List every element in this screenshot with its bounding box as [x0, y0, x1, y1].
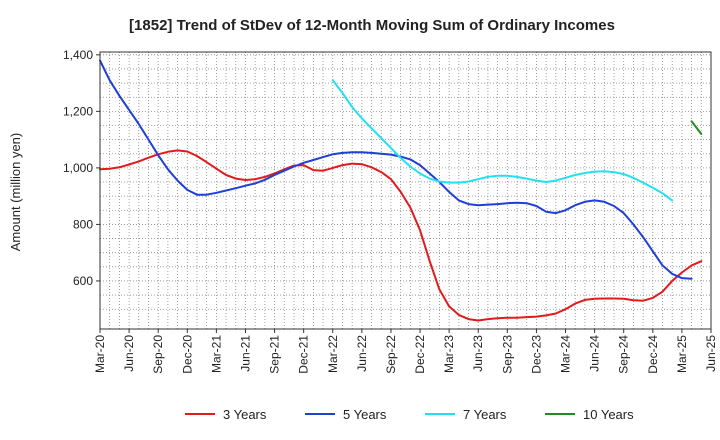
- x-tick-label: Jun-21: [238, 335, 252, 372]
- x-tick-label: Dec-22: [413, 335, 427, 374]
- plot-area-border: [99, 51, 712, 330]
- x-tick-label: Dec-20: [180, 335, 194, 374]
- x-tick-label: Mar-21: [209, 335, 223, 373]
- x-tick-label: Mar-20: [93, 335, 107, 373]
- x-tick-label: Dec-24: [646, 335, 660, 374]
- series-line-10-years: [690, 120, 703, 135]
- x-tick-label: Jun-25: [704, 335, 718, 372]
- legend-label-3-years: 3 Years: [223, 407, 267, 422]
- y-tick-label: 1,400: [63, 48, 93, 62]
- x-tick-label: Jun-22: [355, 335, 369, 372]
- legend-label-5-years: 5 Years: [343, 407, 387, 422]
- x-tick-label: Sep-20: [151, 335, 165, 374]
- series-line-5-years: [99, 59, 693, 280]
- y-tick-label: 1,200: [63, 104, 93, 118]
- x-tick-label: Sep-21: [268, 335, 282, 374]
- x-tick-label: Mar-25: [675, 335, 689, 373]
- x-tick-label: Dec-23: [529, 335, 543, 374]
- y-tick-label: 800: [73, 217, 93, 231]
- grid-lines: [99, 52, 712, 329]
- chart-title: [1852] Trend of StDev of 12-Month Moving…: [129, 17, 615, 34]
- series-line-3-years: [99, 149, 703, 322]
- x-tick-label: Jun-23: [471, 335, 485, 372]
- x-axis-ticks: Mar-20 Jun-20 Sep-20 Dec-20 Mar-21 Jun-21 Sep-…: [93, 329, 718, 374]
- x-tick-label: Mar-22: [326, 335, 340, 373]
- legend-label-7-years: 7 Years: [463, 407, 507, 422]
- x-tick-label: Jun-20: [122, 335, 136, 372]
- x-tick-label: Mar-23: [442, 335, 456, 373]
- x-tick-label: Mar-24: [559, 335, 573, 373]
- x-tick-label: Dec-21: [297, 335, 311, 374]
- y-axis-ticks: 600 800 1,000 1,200 1,400: [63, 48, 100, 288]
- legend: 3 Years 5 Years 7 Years 10 Years: [185, 407, 634, 422]
- x-tick-label: Sep-24: [617, 335, 631, 374]
- x-tick-label: Sep-22: [384, 335, 398, 374]
- y-tick-label: 1,000: [63, 161, 93, 175]
- y-tick-label: 600: [73, 274, 93, 288]
- series-group: [99, 59, 703, 322]
- series-line-7-years: [331, 79, 674, 202]
- x-tick-label: Sep-23: [500, 335, 514, 374]
- y-axis-label: Amount (million yen): [8, 133, 23, 252]
- x-tick-label: Jun-24: [588, 335, 602, 372]
- legend-label-10-years: 10 Years: [583, 407, 634, 422]
